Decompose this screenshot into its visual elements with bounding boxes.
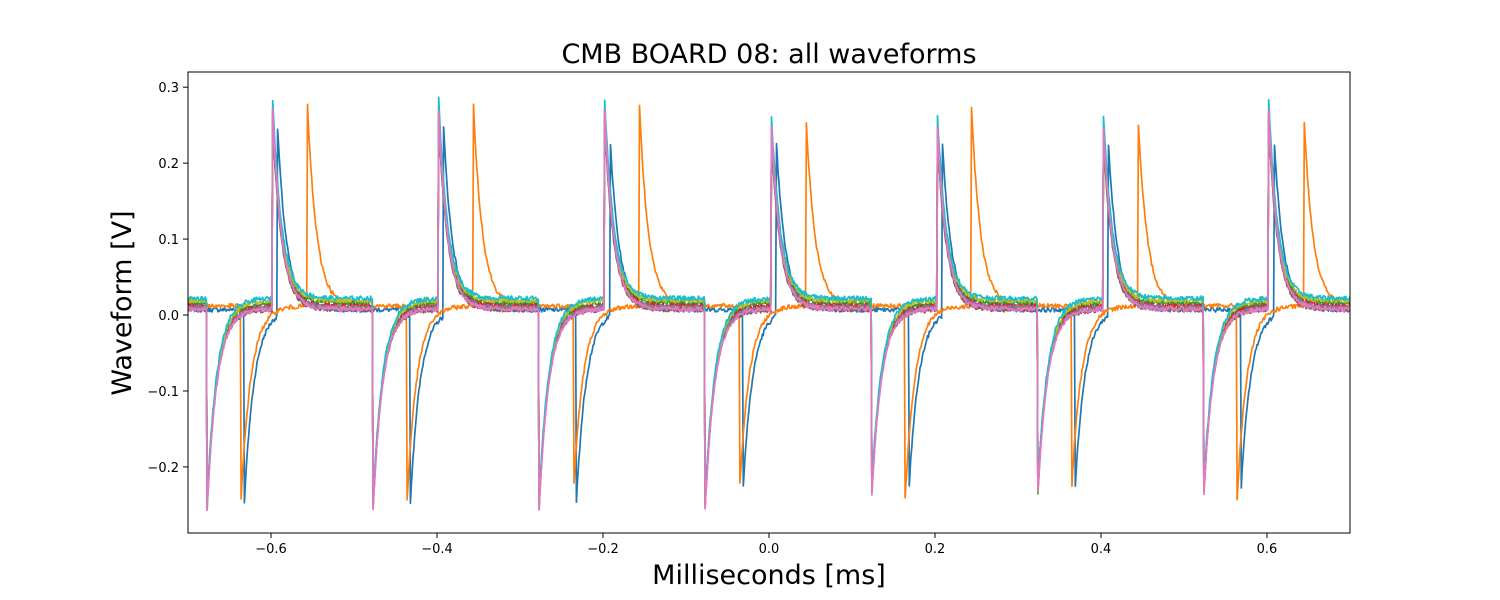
y-tick-label: 0.2 <box>158 157 179 172</box>
x-tick-label: −0.4 <box>421 542 453 557</box>
x-tick-label: −0.6 <box>255 542 287 557</box>
x-tick-label: 0.0 <box>759 542 780 557</box>
x-tick-label: 0.4 <box>1091 542 1112 557</box>
waveform-series-line <box>188 103 1350 501</box>
waveform-series-line <box>188 108 1350 511</box>
y-axis: −0.2 −0.1 0.0 0.1 0.2 0.3 <box>147 81 188 476</box>
x-axis-label: Milliseconds [ms] <box>652 560 886 591</box>
y-tick-label: 0.1 <box>158 233 179 248</box>
x-tick-label: 0.6 <box>1257 542 1278 557</box>
x-tick-label: 0.2 <box>925 542 946 557</box>
x-axis: −0.6 −0.4 −0.2 0.0 0.2 0.4 0.6 <box>255 533 1277 557</box>
y-tick-label: −0.1 <box>147 385 179 400</box>
waveform-series-line <box>188 96 1350 504</box>
chart-title: CMB BOARD 08: all waveforms <box>561 39 976 70</box>
y-axis-label: Waveform [V] <box>107 210 138 395</box>
y-tick-label: 0.3 <box>158 81 179 96</box>
x-tick-label: −0.2 <box>587 542 619 557</box>
series-layer <box>188 96 1350 511</box>
y-tick-label: 0.0 <box>158 309 179 324</box>
y-tick-label: −0.2 <box>147 461 179 476</box>
